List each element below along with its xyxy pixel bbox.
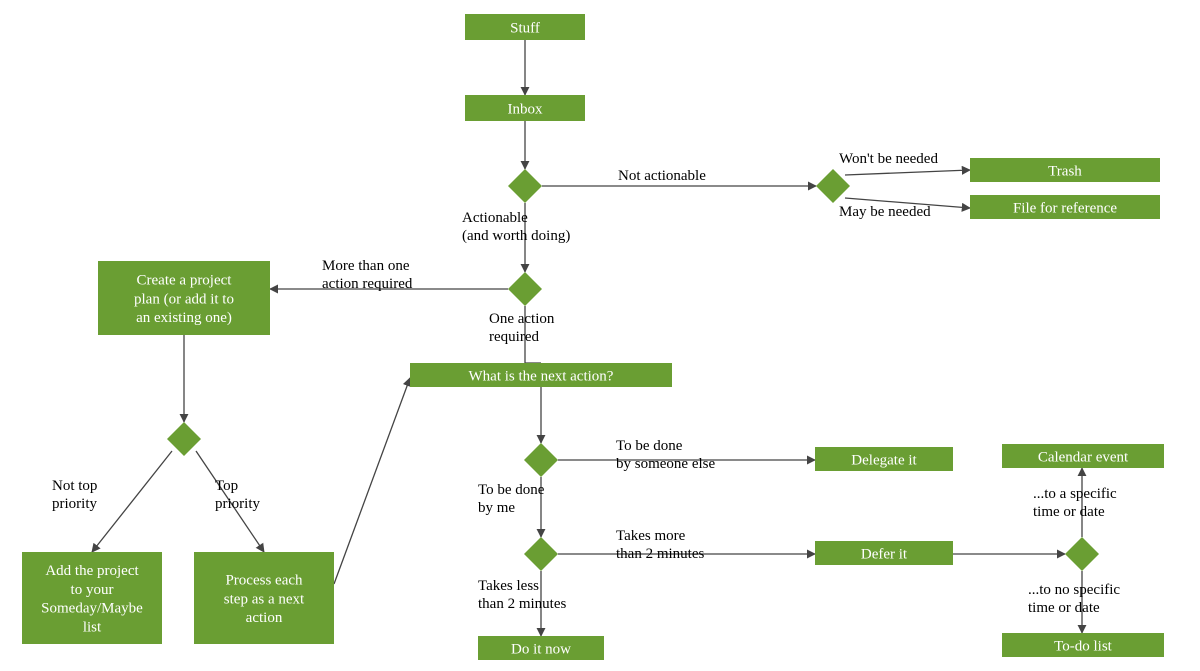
decision-d_when [1065,537,1099,571]
decision-d_actions [508,272,542,306]
edge [92,451,172,552]
node-label-do_it_now: Do it now [511,641,571,657]
edge-label: May be needed [839,204,931,220]
node-label-project_plan: Create a projectplan (or add it toan exi… [134,273,234,327]
node-label-inbox: Inbox [508,101,543,117]
decision-d_priority [167,422,201,456]
node-label-trash: Trash [1048,163,1082,179]
edge-label: ...to a specifictime or date [1033,486,1117,520]
node-label-calendar: Calendar event [1038,449,1129,465]
node-label-todo: To-do list [1054,638,1113,654]
node-label-file_ref: File for reference [1013,200,1117,216]
edge-label: Not actionable [618,168,706,184]
edge-label: To be doneby someone else [616,438,715,472]
node-label-defer: Defer it [861,546,908,562]
edge-label: Not toppriority [52,478,97,512]
decision-d_who [524,443,558,477]
node-label-delegate: Delegate it [851,452,917,468]
decision-d_needed [816,169,850,203]
edge-label: One actionrequired [489,311,555,345]
edge-label: ...to no specifictime or date [1028,582,1120,616]
edge-label: Takes lessthan 2 minutes [478,578,566,612]
gtd-flowchart: Not actionable Won't be needed May be need… [0,0,1200,671]
edge [845,170,970,175]
edge [334,378,410,584]
decision-d_time [524,537,558,571]
edge-label: To be doneby me [478,482,545,516]
edge-label: Toppriority [215,478,260,512]
edge-label: Actionable(and worth doing) [462,210,570,244]
edge-label: Won't be needed [839,151,938,167]
decision-d_actionable [508,169,542,203]
edge-label: Takes morethan 2 minutes [616,528,704,562]
node-label-stuff: Stuff [510,20,540,36]
edge-label: More than oneaction required [322,258,413,292]
node-label-next_action: What is the next action? [469,368,614,384]
